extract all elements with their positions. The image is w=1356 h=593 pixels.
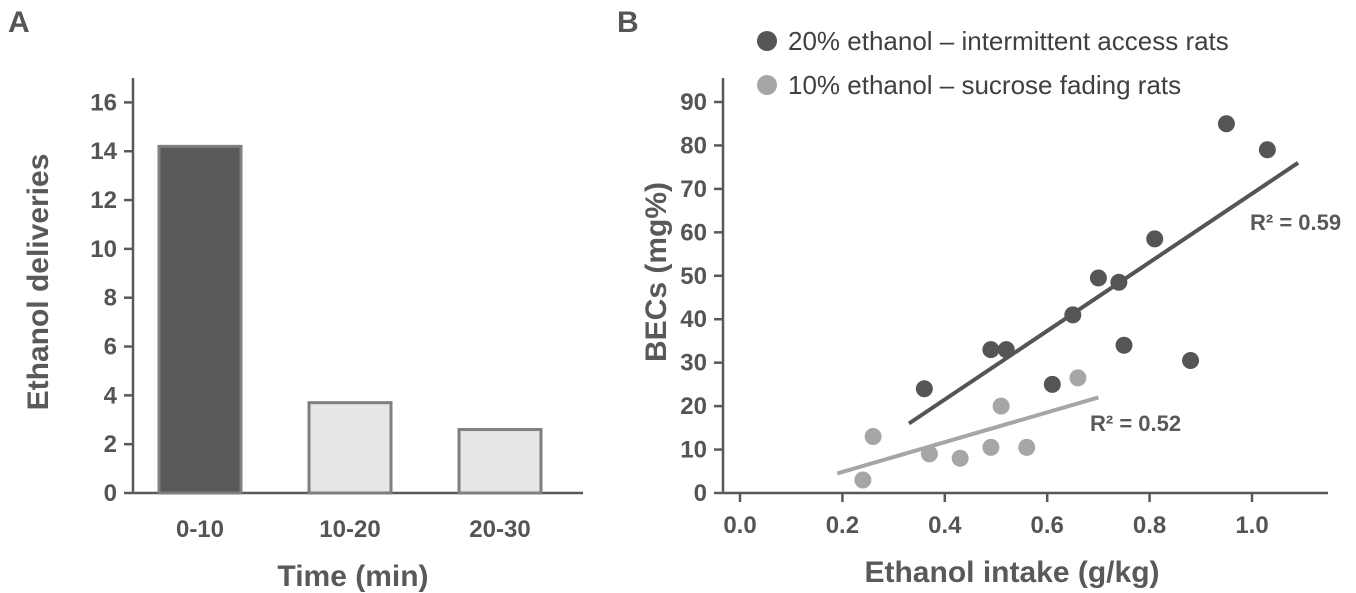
panel-a-y-tick-label: 12 bbox=[90, 187, 117, 214]
panel-b-y-tick-label: 20 bbox=[680, 393, 707, 420]
point-sucrose bbox=[920, 445, 938, 463]
bar-10-20 bbox=[307, 401, 393, 495]
panel-b-x-axis-title: Ethanol intake (g/kg) bbox=[864, 556, 1159, 589]
panel-a-y-tick-label: 6 bbox=[104, 334, 117, 361]
panel-b-x-tick-label: 0.4 bbox=[928, 512, 962, 539]
legend: 20% ethanol – intermittent access rats 1… bbox=[757, 26, 1229, 100]
bar-0-10 bbox=[157, 144, 243, 495]
point-sucrose bbox=[864, 428, 882, 446]
panel-a-x-tick-label: 0-10 bbox=[176, 516, 224, 543]
legend-marker-intermittent bbox=[757, 31, 777, 51]
point-intermittent bbox=[1182, 351, 1200, 369]
panel-a-x-tick-label: 20-30 bbox=[469, 516, 530, 543]
panel-b-letter: B bbox=[617, 6, 639, 39]
panel-a-letter: A bbox=[8, 6, 30, 39]
point-intermittent bbox=[1110, 273, 1128, 291]
panel-b-x-tick-label: 0.0 bbox=[723, 512, 756, 539]
panel-a-y-tick-label: 0 bbox=[104, 480, 117, 507]
panel-a-y-tick-label: 4 bbox=[104, 382, 118, 409]
panel-a-x-axis-title: Time (min) bbox=[277, 560, 428, 593]
legend-label-intermittent: 20% ethanol – intermittent access rats bbox=[788, 26, 1229, 56]
point-intermittent bbox=[915, 380, 933, 398]
point-intermittent bbox=[982, 341, 1000, 359]
panel-a-y-tick-label: 8 bbox=[104, 285, 117, 312]
panel-b-y-tick-label: 40 bbox=[680, 306, 707, 333]
panel-b-y-tick-label: 30 bbox=[680, 350, 707, 377]
fit-line-intermittent bbox=[907, 161, 1300, 426]
panel-a-y-tick-label: 16 bbox=[90, 89, 117, 116]
scatter-chart-panel-b: 0 10 20 30 40 50 60 70 80 90 0.0 0.2 0.4 0.6 0.8 1.0 bbox=[680, 78, 1328, 539]
panel-b-x-tick-label: 0.8 bbox=[1133, 512, 1166, 539]
panel-b-x-tick-label: 1.0 bbox=[1235, 512, 1268, 539]
panel-b-y-tick-label: 70 bbox=[680, 176, 707, 203]
panel-a-x-tick-label: 10-20 bbox=[319, 516, 380, 543]
bar-20-30 bbox=[457, 428, 543, 495]
panel-a-y-axis-title: Ethanol deliveries bbox=[22, 154, 55, 411]
point-sucrose bbox=[854, 471, 872, 489]
point-intermittent bbox=[1064, 306, 1082, 324]
panel-b-x-tick-label: 0.2 bbox=[826, 512, 859, 539]
panel-b-x-tick-label: 0.6 bbox=[1031, 512, 1064, 539]
r2-label-sucrose: R² = 0.52 bbox=[1090, 411, 1181, 436]
panel-a-y-tick-label: 14 bbox=[90, 138, 117, 165]
panel-b-y-tick-label: 60 bbox=[680, 219, 707, 246]
panel-b-y-tick-label: 80 bbox=[680, 132, 707, 159]
legend-label-sucrose: 10% ethanol – sucrose fading rats bbox=[788, 70, 1181, 100]
bar-chart-panel-a: 0 2 4 6 8 10 12 14 16 0-10 10-20 20-30 bbox=[90, 78, 583, 543]
point-sucrose bbox=[992, 397, 1010, 415]
panel-b-y-tick-label: 50 bbox=[680, 263, 707, 290]
point-intermittent bbox=[1146, 230, 1164, 248]
point-sucrose bbox=[951, 449, 969, 467]
point-intermittent bbox=[1258, 141, 1276, 159]
point-intermittent bbox=[1217, 115, 1235, 133]
point-sucrose bbox=[982, 438, 1000, 456]
point-sucrose bbox=[1018, 438, 1036, 456]
point-intermittent bbox=[1089, 269, 1107, 287]
point-intermittent bbox=[1115, 336, 1133, 354]
panel-a-y-tick-label: 10 bbox=[90, 236, 117, 263]
panel-b-y-tick-label: 0 bbox=[694, 480, 707, 507]
panel-b-y-axis-title: BECs (mg%) bbox=[640, 182, 673, 362]
panel-a-y-tick-label: 2 bbox=[104, 431, 117, 458]
point-intermittent bbox=[997, 341, 1015, 359]
panel-b-y-tick-label: 90 bbox=[680, 89, 707, 116]
point-sucrose bbox=[1069, 369, 1087, 387]
r2-label-intermittent: R² = 0.59 bbox=[1250, 210, 1341, 235]
legend-marker-sucrose bbox=[757, 75, 777, 95]
fit-line-sucrose bbox=[836, 395, 1099, 476]
point-intermittent bbox=[1043, 375, 1061, 393]
panel-b-y-tick-label: 10 bbox=[680, 437, 707, 464]
